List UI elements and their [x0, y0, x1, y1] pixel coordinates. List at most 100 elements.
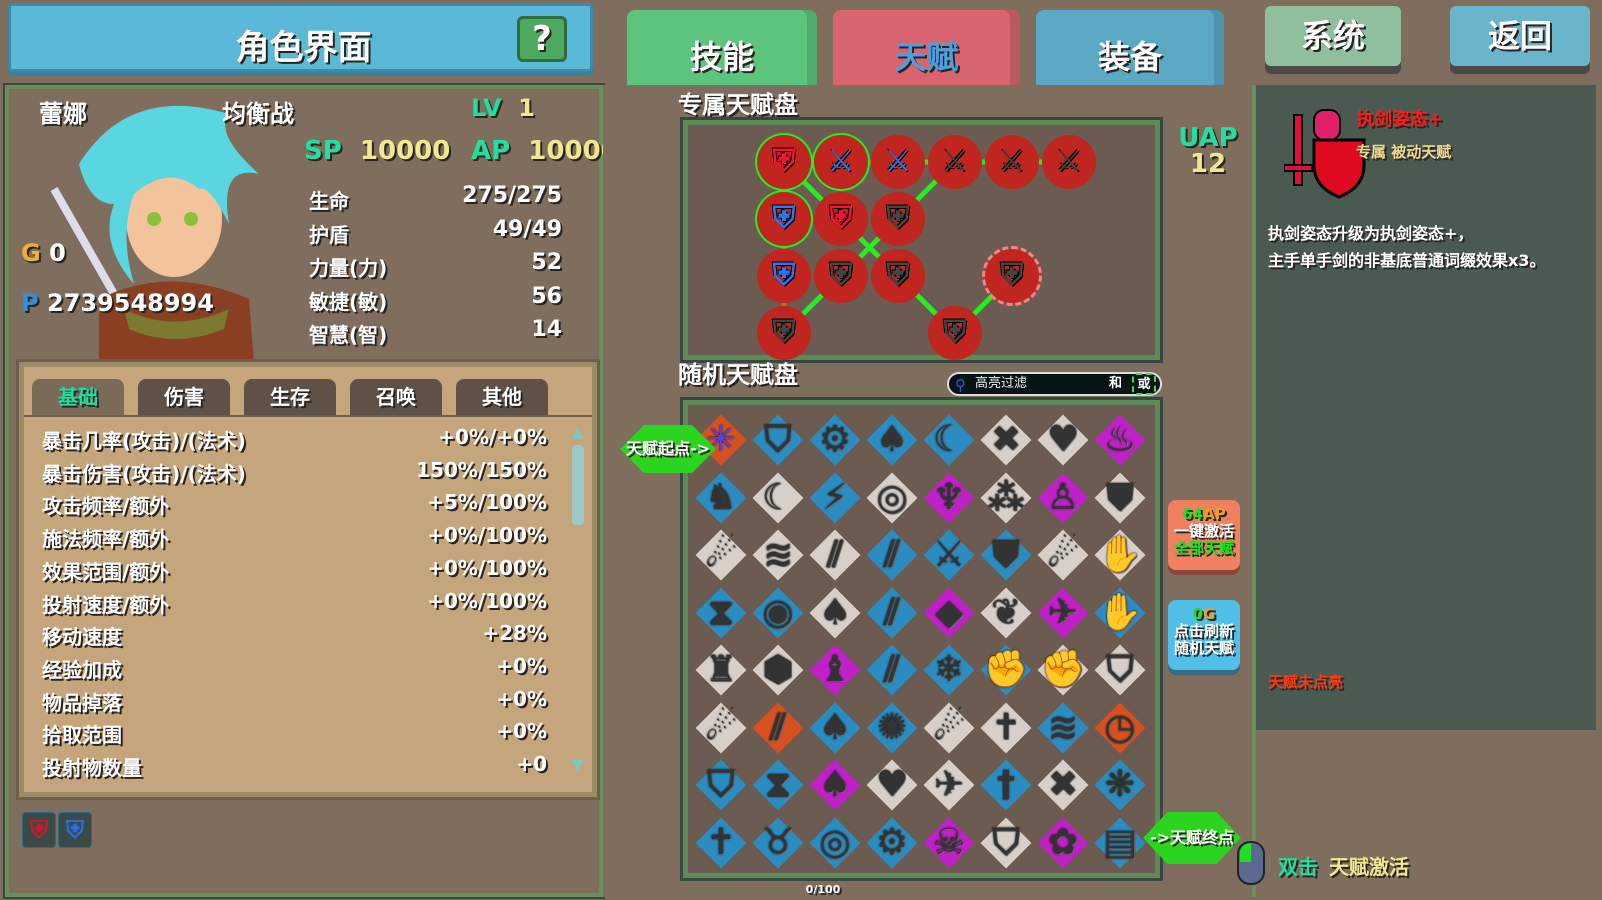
scroll-down-arrow[interactable] — [572, 760, 583, 772]
random-talent-sword-wings[interactable]: ✝ — [694, 816, 748, 870]
stats-tab-1[interactable]: 伤害 — [138, 379, 230, 415]
random-talent-claw-drip[interactable]: ♜ — [694, 643, 748, 697]
random-talent-gear-circle[interactable]: ⚙ — [865, 816, 919, 870]
random-talent-wind[interactable]: ≋ — [1036, 701, 1090, 755]
random-talent-shield-star[interactable]: ⛉ — [1093, 643, 1147, 697]
tab-talents[interactable]: 天赋 — [833, 10, 1020, 85]
tab-skills[interactable]: 技能 — [627, 10, 817, 85]
talent-node-sword-shield[interactable]: ⛨ — [757, 192, 811, 246]
random-talent-sword-wings[interactable]: ✝ — [979, 701, 1033, 755]
random-talent-claw[interactable]: ☄ — [1036, 528, 1090, 582]
talent-node-crossed-swords-shield[interactable]: ⚔ — [928, 135, 982, 189]
random-talent-virus[interactable]: ❋ — [1093, 758, 1147, 812]
random-talent-claw[interactable]: ☄ — [922, 701, 976, 755]
random-talent-claw[interactable]: ☄ — [694, 528, 748, 582]
random-talent-fist[interactable]: ✊ — [979, 643, 1033, 697]
random-talent-shield-wings[interactable]: ⛊ — [979, 528, 1033, 582]
random-talent-fist[interactable]: ✊ — [1036, 643, 1090, 697]
talent-node-sword-shield[interactable]: ⛨ — [757, 135, 811, 189]
random-talent-shield-star[interactable]: ⛉ — [751, 413, 805, 467]
random-talent-droplet[interactable]: ♠ — [808, 701, 862, 755]
scrollbar-thumb[interactable] — [572, 445, 584, 525]
sword-shield-blue-icon[interactable]: ⛨ — [58, 812, 92, 848]
talent-node-sword-shield[interactable]: ⛨ — [757, 306, 811, 360]
random-talent-heart[interactable]: ♥ — [865, 758, 919, 812]
random-talent-wave[interactable]: ☾ — [751, 471, 805, 525]
random-talent-hand[interactable]: ✋ — [1093, 528, 1147, 582]
talent-node-sword-shield[interactable]: ⛨ — [928, 306, 982, 360]
random-talent-gear-circle[interactable]: ⚙ — [808, 413, 862, 467]
random-talent-hand[interactable]: ✋ — [1093, 586, 1147, 640]
talent-node-sword-shield[interactable]: ⛨ — [982, 246, 1042, 306]
talent-node-sword-shield[interactable]: ⛨ — [814, 192, 868, 246]
filter-input[interactable]: 高亮过滤 — [975, 376, 1028, 391]
random-talent-slash[interactable]: ⫽ — [865, 528, 919, 582]
help-button[interactable]: ? — [517, 16, 567, 62]
random-talent-armor[interactable]: ▤ — [1093, 816, 1147, 870]
random-talent-wind[interactable]: ≋ — [751, 528, 805, 582]
random-talent-eye[interactable]: ◉ — [751, 586, 805, 640]
random-talent-clock[interactable]: ◷ — [1093, 701, 1147, 755]
random-talent-hourglass[interactable]: ⧗ — [694, 586, 748, 640]
random-talent-snowflake[interactable]: ❄ — [922, 643, 976, 697]
stats-tab-4[interactable]: 其他 — [456, 379, 548, 415]
random-talent-figure[interactable]: ♙ — [1036, 471, 1090, 525]
random-talent-droplet[interactable]: ♠ — [808, 758, 862, 812]
random-talent-burst[interactable]: ✺ — [865, 701, 919, 755]
talent-node-sword-shield[interactable]: ⛨ — [871, 249, 925, 303]
random-talent-skull[interactable]: ☠ — [922, 816, 976, 870]
random-talent-target[interactable]: ◎ — [808, 816, 862, 870]
tab-equipment[interactable]: 装备 — [1036, 10, 1224, 85]
talent-node-crossed-swords-shield[interactable]: ⚔ — [814, 135, 868, 189]
random-talent-lightning[interactable]: ⚡ — [808, 471, 862, 525]
random-talent-shield-wings[interactable]: ⛊ — [1093, 471, 1147, 525]
random-talent-swords[interactable]: ⚔ — [922, 528, 976, 582]
random-talent-cross-claw[interactable]: ✖ — [1036, 758, 1090, 812]
random-talent-beast[interactable]: ♞ — [694, 471, 748, 525]
highlight-filter[interactable]: ⚲ 高亮过滤 和 或 — [947, 372, 1162, 396]
talent-node-sword-shield[interactable]: ⛨ — [814, 249, 868, 303]
random-talent-target[interactable]: ◎ — [865, 471, 919, 525]
random-talent-shield[interactable]: ⛉ — [979, 816, 1033, 870]
random-talent-swirl[interactable]: ✿ — [1036, 816, 1090, 870]
talent-node-crossed-swords-shield[interactable]: ⚔ — [871, 135, 925, 189]
random-talent-cross-claw[interactable]: ✖ — [979, 413, 1033, 467]
random-talent-wave[interactable]: ☾ — [922, 413, 976, 467]
random-talent-orbs[interactable]: ⁂ — [979, 471, 1033, 525]
random-talent-slash[interactable]: ⫽ — [865, 643, 919, 697]
random-talent-hand-stone[interactable]: ♝ — [808, 643, 862, 697]
talent-node-sword-shield[interactable]: ⛨ — [871, 192, 925, 246]
system-button[interactable]: 系统 — [1265, 6, 1401, 66]
random-talent-slash[interactable]: ⫽ — [865, 586, 919, 640]
random-talent-diamond[interactable]: ◆ — [922, 586, 976, 640]
random-talent-sword[interactable]: † — [979, 758, 1033, 812]
random-talent-slash[interactable]: ⫽ — [808, 528, 862, 582]
random-talent-shield[interactable]: ⛉ — [694, 758, 748, 812]
random-talent-droplet[interactable]: ♠ — [865, 413, 919, 467]
stats-tab-2[interactable]: 生存 — [244, 379, 336, 415]
random-talent-flame[interactable]: ♨ — [1093, 413, 1147, 467]
talent-node-crossed-swords-shield[interactable]: ⚔ — [985, 135, 1039, 189]
talent-node-crossed-swords-shield[interactable]: ⚔ — [1042, 135, 1096, 189]
talent-node-sword-shield[interactable]: ⛨ — [757, 249, 811, 303]
filter-and-toggle[interactable]: 和 — [1109, 376, 1123, 391]
random-talent-hourglass[interactable]: ⧗ — [751, 758, 805, 812]
random-talent-slash[interactable]: ⫽ — [751, 701, 805, 755]
scroll-up-arrow[interactable] — [572, 427, 583, 439]
random-talent-hexagon[interactable]: ⬢ — [751, 643, 805, 697]
random-talent-claw[interactable]: ☄ — [694, 701, 748, 755]
random-talent-jellyfish[interactable]: ♆ — [922, 471, 976, 525]
random-talent-jet[interactable]: ✈ — [1036, 586, 1090, 640]
stats-tab-0[interactable]: 基础 — [32, 379, 124, 415]
back-button[interactable]: 返回 — [1450, 6, 1590, 66]
random-talent-droplet[interactable]: ♠ — [808, 586, 862, 640]
refresh-random-button[interactable]: 0G 点击刷新 随机天赋 — [1168, 600, 1240, 670]
random-talent-horned-shield[interactable]: ♉ — [751, 816, 805, 870]
random-talent-heart[interactable]: ♥ — [1036, 413, 1090, 467]
filter-or-toggle[interactable]: 或 — [1132, 373, 1156, 395]
random-talent-wing[interactable]: ❦ — [979, 586, 1033, 640]
stats-tab-3[interactable]: 召唤 — [350, 379, 442, 415]
activate-all-button[interactable]: 64AP 一键激活 全部天赋 — [1168, 500, 1240, 570]
sword-shield-red-icon[interactable]: ⛨ — [22, 812, 56, 848]
random-talent-plane[interactable]: ✈ — [922, 758, 976, 812]
